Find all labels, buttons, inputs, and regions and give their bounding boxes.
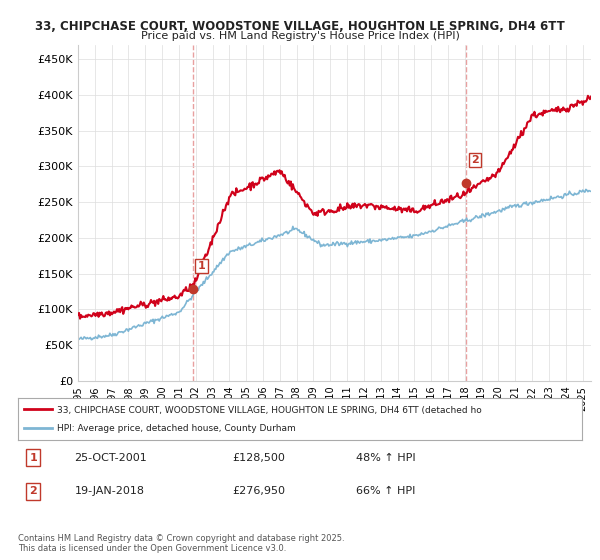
- Text: 25-OCT-2001: 25-OCT-2001: [74, 453, 147, 463]
- Text: 2: 2: [471, 155, 478, 165]
- Text: 2: 2: [29, 487, 37, 496]
- Text: 66% ↑ HPI: 66% ↑ HPI: [356, 487, 416, 496]
- Text: 1: 1: [197, 261, 205, 271]
- Text: £276,950: £276,950: [232, 487, 286, 496]
- Text: 1: 1: [29, 453, 37, 463]
- Text: HPI: Average price, detached house, County Durham: HPI: Average price, detached house, Coun…: [58, 424, 296, 433]
- Text: 33, CHIPCHASE COURT, WOODSTONE VILLAGE, HOUGHTON LE SPRING, DH4 6TT: 33, CHIPCHASE COURT, WOODSTONE VILLAGE, …: [35, 20, 565, 32]
- Text: Price paid vs. HM Land Registry's House Price Index (HPI): Price paid vs. HM Land Registry's House …: [140, 31, 460, 41]
- Text: Contains HM Land Registry data © Crown copyright and database right 2025.
This d: Contains HM Land Registry data © Crown c…: [18, 534, 344, 553]
- Text: £128,500: £128,500: [232, 453, 285, 463]
- Text: 33, CHIPCHASE COURT, WOODSTONE VILLAGE, HOUGHTON LE SPRING, DH4 6TT (detached ho: 33, CHIPCHASE COURT, WOODSTONE VILLAGE, …: [58, 405, 482, 415]
- Text: 48% ↑ HPI: 48% ↑ HPI: [356, 453, 416, 463]
- Text: 19-JAN-2018: 19-JAN-2018: [74, 487, 145, 496]
